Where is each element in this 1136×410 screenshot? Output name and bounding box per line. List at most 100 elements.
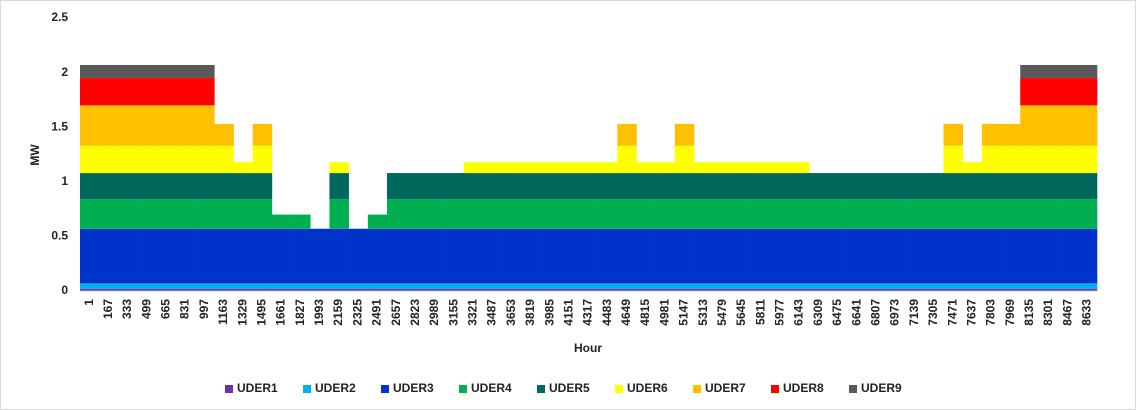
bar-segment [1039, 199, 1059, 229]
bar-segment [636, 173, 656, 200]
bar-segment [617, 199, 637, 229]
bar-segment [118, 105, 138, 146]
x-tick-label: 6807 [869, 299, 883, 326]
bar-segment [636, 228, 656, 284]
bar-segment [387, 283, 407, 289]
bar-segment [444, 228, 465, 284]
bar-segment [80, 288, 100, 291]
bar-segment [214, 228, 234, 284]
bar-segment [751, 199, 772, 229]
x-tick-label: 7803 [984, 299, 998, 326]
bar-segment [425, 173, 445, 200]
x-tick-label: 4649 [619, 299, 633, 326]
x-tick-label: 2989 [427, 299, 441, 326]
bar-segment [1039, 283, 1059, 289]
bar-segment [156, 105, 177, 146]
legend-label: UDER5 [549, 381, 590, 395]
bar-segment [99, 283, 119, 289]
bar-segment [195, 288, 215, 291]
bar-segment [962, 288, 983, 291]
bar-segment [175, 64, 196, 79]
bar-segment [809, 173, 829, 200]
bar-segment [80, 228, 100, 284]
bar-segment [751, 288, 772, 291]
bar-segment [329, 228, 349, 284]
x-tick-label: 5147 [677, 299, 691, 326]
bar-segment [617, 173, 637, 200]
bar-segment [1077, 199, 1098, 229]
bar-segment [252, 288, 273, 291]
bar-segment [981, 199, 1002, 229]
x-tick-label: 1329 [235, 299, 249, 326]
bar-segment [1058, 105, 1079, 146]
bar-segment [694, 288, 714, 291]
bar-segment [617, 288, 637, 291]
x-tick-label: 8135 [1022, 299, 1036, 326]
bar-segment [387, 228, 407, 284]
bar-segment [1001, 199, 1021, 229]
bar-segment [655, 283, 676, 289]
bar-segment [195, 64, 215, 79]
bar-segment [521, 199, 541, 229]
bar-segment [156, 228, 177, 284]
bar-segment [137, 283, 158, 289]
bar-segment [828, 199, 848, 229]
bar-segment [866, 228, 887, 284]
bar-segment [195, 78, 215, 106]
bar-segment [598, 228, 618, 284]
bar-segment [1001, 123, 1021, 146]
bar-segment [214, 123, 234, 146]
bar-segment [348, 228, 369, 284]
bar-segment [751, 283, 772, 289]
bar-segment [751, 173, 772, 200]
bar-segment [137, 288, 158, 291]
legend-label: UDER1 [237, 381, 278, 395]
bar-segment [578, 173, 599, 200]
bar-segment [195, 145, 215, 174]
bar-segment [655, 162, 676, 174]
bar-segment [674, 288, 695, 291]
x-axis-label: Hour [574, 341, 602, 355]
bar-segment [175, 283, 196, 289]
bar-segment [1039, 173, 1059, 200]
bar-segment [425, 288, 445, 291]
bar-segment [425, 199, 445, 229]
bar-segment [598, 173, 618, 200]
bar-segment [751, 162, 772, 174]
bar-segment [1058, 199, 1079, 229]
bar-segment [99, 78, 119, 106]
bar-segment [137, 105, 158, 146]
bar-segment [252, 145, 273, 174]
bar-segment [156, 173, 177, 200]
bar-segment [137, 173, 158, 200]
bar-segment [99, 199, 119, 229]
bar-segment [99, 173, 119, 200]
bar-segment [406, 173, 426, 200]
bar-segment [578, 283, 599, 289]
bar-segment [578, 288, 599, 291]
bar-segment [156, 288, 177, 291]
bar-segment [694, 173, 714, 200]
bar-segment [828, 228, 848, 284]
bar-segment [617, 228, 637, 284]
bar-segment [214, 288, 234, 291]
x-tick-label: 7139 [907, 299, 921, 326]
bar-segment [482, 199, 503, 229]
bar-segment [118, 173, 138, 200]
x-tick-label: 1163 [216, 299, 230, 325]
bar-segment [943, 123, 963, 146]
bar-segment [521, 162, 541, 174]
bar-segment [233, 162, 253, 174]
x-tick-label: 3487 [485, 299, 499, 326]
bar-segment [252, 228, 273, 284]
bar-segment [502, 199, 522, 229]
bar-segment [482, 283, 503, 289]
bar-segment [291, 214, 311, 229]
bar-segment [655, 288, 676, 291]
bar-segment [655, 199, 676, 229]
bar-segment [559, 173, 580, 200]
x-tick-label: 6143 [792, 299, 806, 326]
bar-segment [636, 283, 656, 289]
bar-segment [1039, 78, 1059, 106]
